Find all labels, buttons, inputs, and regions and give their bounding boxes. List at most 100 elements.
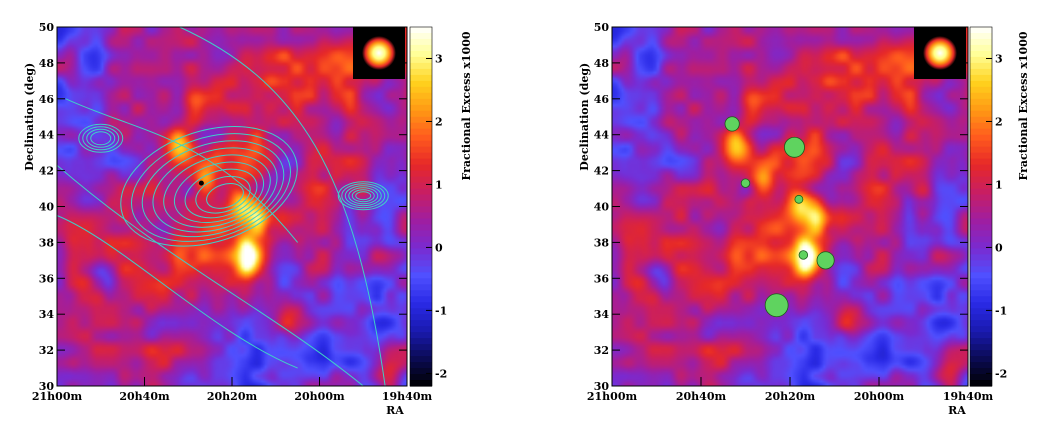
colorbar-step [410,56,432,64]
colorbar-step [410,158,432,166]
x-tick-label: 19h40m [382,390,433,403]
colorbar-tick-label: -2 [435,367,447,380]
contour-line [355,191,372,201]
colorbar-step [970,224,992,232]
y-tick-label: 32 [594,344,609,357]
colorbar-step [410,332,432,339]
y-tick-label: 38 [594,236,610,249]
colorbar-tick-label: 1 [995,178,1003,191]
colorbar-step [970,122,992,130]
colorbar-step [970,146,992,154]
colorbar-step [410,104,432,112]
colorbar-step [410,164,432,172]
y-tick-label: 38 [39,236,55,249]
x-axis-label: RA [386,404,404,417]
colorbar-step [410,128,432,136]
colorbar-step [410,122,432,130]
colorbar-step [970,86,992,94]
colorbar-label: Fractional Excess x1000 [460,31,473,180]
colorbar-step [970,134,992,142]
colorbar-step [970,80,992,88]
colorbar-step [410,224,432,232]
colorbar-step [970,290,992,297]
colorbar-tick-label: 0 [435,241,443,254]
y-axis-label: Declination (deg) [23,63,36,171]
y-tick-label: 40 [594,201,610,214]
contour-line [351,189,375,203]
colorbar-step [970,320,992,327]
colorbar-step [970,344,992,351]
colorbar-step [410,326,432,333]
y-tick-label: 34 [39,308,55,321]
colorbar-step [970,254,992,261]
contour-line [120,126,298,247]
y-tick-label: 36 [39,272,55,285]
colorbar-step [410,308,432,315]
colorbar-step [410,350,432,357]
colorbar-step [410,296,432,303]
colorbar-tick-label: 2 [995,115,1003,128]
colorbar-tick-label: -2 [995,367,1007,380]
y-tick-label: 44 [39,129,55,142]
y-tick-label: 46 [39,93,55,106]
colorbar-step [970,74,992,82]
colorbar-step [410,338,432,345]
colorbar-step [970,32,992,40]
y-tick-label: 34 [594,308,610,321]
colorbar-step [970,278,992,285]
colorbar-frame [409,26,433,387]
colorbar-step [970,266,992,273]
x-tick-label: 20h40m [676,390,727,403]
colorbar-step [970,284,992,291]
colorbar-step [970,380,992,387]
colorbar-step [410,110,432,118]
colorbar-step [970,302,992,309]
colorbar-step [410,320,432,327]
colorbar-tick-label: -1 [435,304,447,317]
contour-line [56,215,298,369]
colorbar-step [410,374,432,381]
colorbar-step [410,380,432,387]
colorbar-step [410,176,432,184]
source-circle [783,136,805,158]
colorbar-step [970,308,992,315]
colorbar: -2 -1 0 1 2 3 Fractional Excess x1000 [969,26,1030,387]
colorbar-step [410,44,432,52]
colorbar-step [970,356,992,363]
y-tick-label: 40 [39,201,55,214]
colorbar-step [410,206,432,214]
colorbar-tick-label: 2 [435,115,443,128]
contour-line [344,185,382,207]
source-circle [764,293,789,318]
heatmap-image [612,27,968,386]
source-circle [794,194,804,204]
colorbar-label: Fractional Excess x1000 [1017,31,1030,180]
y-tick-label: 32 [39,344,54,357]
y-tick-label: 30 [39,380,55,393]
colorbar-step [410,68,432,76]
colorbar-step [970,332,992,339]
colorbar-step [410,344,432,351]
colorbar-step [970,158,992,166]
colorbar-step [970,62,992,70]
colorbar-step [970,152,992,160]
colorbar: -2 -1 0 1 2 3 Fractional Excess x1000 [409,26,473,387]
contour-line [141,140,285,238]
colorbar-step [410,80,432,88]
colorbar-step [970,230,992,238]
colorbar-step [970,338,992,345]
colorbar-step [970,182,992,190]
colorbar-step [410,74,432,82]
colorbar-step [410,314,432,321]
psf-marker [923,36,957,70]
colorbar-step [970,56,992,64]
contour-line [341,183,386,209]
colorbar-tick-label: 1 [435,178,443,191]
source-circle [816,251,835,270]
colorbar-step [970,314,992,321]
contour-line [78,123,124,153]
colorbar-step [970,140,992,148]
contour-line [130,133,292,242]
source-circle [740,178,751,188]
